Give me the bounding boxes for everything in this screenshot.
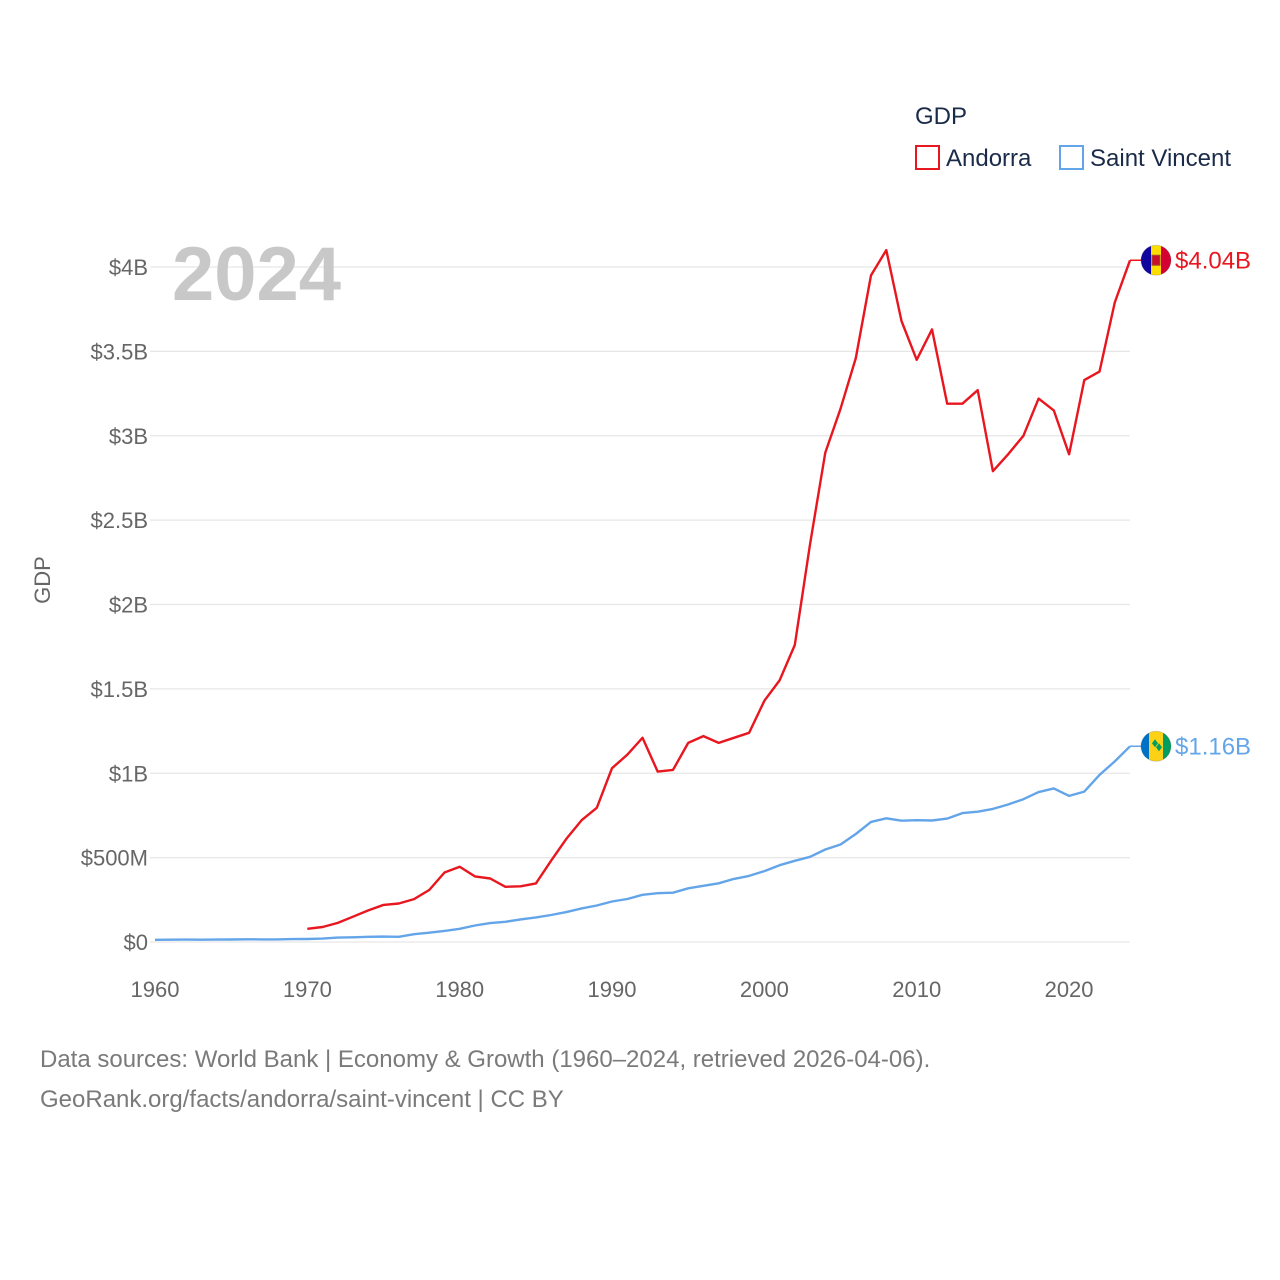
legend-title: GDP — [915, 103, 967, 130]
x-tick-label: 1980 — [435, 977, 484, 1002]
y-axis-label: GDP — [30, 556, 55, 604]
y-tick-label: $1.5B — [91, 677, 149, 702]
y-tick-label: $4B — [109, 255, 148, 280]
grid-lines — [150, 266, 1130, 943]
legend-label-andorra: Andorra — [946, 145, 1032, 172]
x-tick-label: 2000 — [740, 977, 789, 1002]
series-line-saint-vincent[interactable] — [154, 745, 1131, 941]
footer-sources: Data sources: World Bank | Economy & Gro… — [40, 1046, 931, 1073]
footer: Data sources: World Bank | Economy & Gro… — [40, 1040, 930, 1120]
y-tick-label: $2.5B — [91, 508, 149, 533]
x-tick-label: 1990 — [588, 977, 637, 1002]
y-tick-label: $3B — [109, 424, 148, 449]
x-tick-label: 1960 — [131, 977, 180, 1002]
footer-attribution: GeoRank.org/facts/andorra/saint-vincent … — [40, 1086, 564, 1113]
y-tick-label: $500M — [81, 846, 148, 871]
legend-item-saint-vincent[interactable]: Saint Vincent — [1059, 145, 1231, 172]
legend-label-saint-vincent: Saint Vincent — [1090, 145, 1231, 172]
gdp-line-chart: $0$500M$1B$1.5B$2B$2.5B$3B$3.5B$4B 1960 1… — [30, 103, 1251, 1002]
legend-swatch-andorra — [915, 145, 940, 170]
legend-swatch-saint-vincent — [1059, 145, 1084, 170]
series-end-markers: $4.04B $1.16B — [1130, 244, 1251, 762]
series-line-andorra[interactable] — [307, 248, 1132, 930]
y-tick-label: $2B — [109, 593, 148, 618]
y-tick-label: $3.5B — [91, 339, 149, 364]
saint-vincent-flag-icon — [1140, 730, 1172, 762]
x-tick-label: 2020 — [1045, 977, 1094, 1002]
x-tick-label: 2010 — [892, 977, 941, 1002]
y-tick-label: $0 — [124, 930, 148, 955]
x-axis-tick-labels: 1960 1970 1980 1990 2000 2010 2020 — [131, 977, 1094, 1002]
y-tick-label: $1B — [109, 761, 148, 786]
legend-item-andorra[interactable]: Andorra — [915, 145, 1032, 172]
end-value-label: $4.04B — [1175, 247, 1251, 274]
x-tick-label: 1970 — [283, 977, 332, 1002]
andorra-flag-icon — [1140, 244, 1172, 276]
y-axis-tick-labels: $0 $500M $1B $1.5B $2B $2.5B $3B $3.5B $4B — [81, 255, 148, 955]
legend: GDP Andorra Saint Vincent — [915, 103, 1231, 172]
end-value-label: $1.16B — [1175, 733, 1251, 760]
year-label: 2024 — [172, 232, 341, 317]
series-lines — [154, 248, 1132, 941]
